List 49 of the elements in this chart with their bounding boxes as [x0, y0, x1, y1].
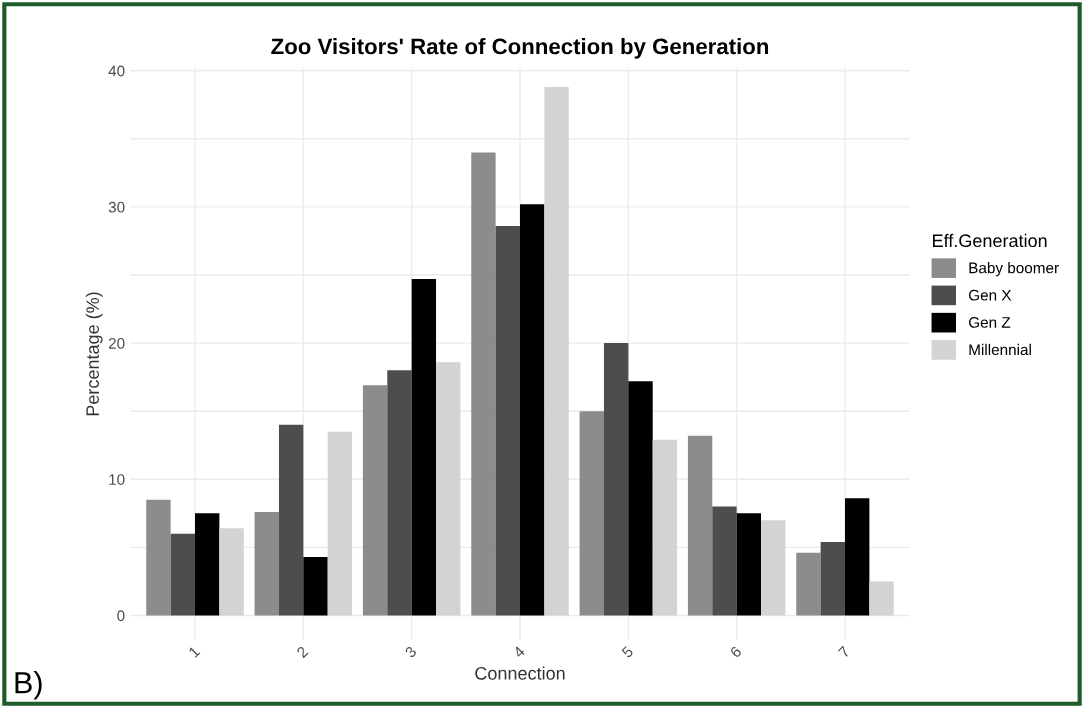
bar — [687, 435, 713, 616]
bar — [845, 498, 870, 616]
x-tick-label: 5 — [621, 645, 634, 659]
x-tick-label: 3 — [404, 645, 418, 659]
legend-label: Gen Z — [968, 317, 1011, 328]
x-tick-label: 7 — [837, 645, 851, 659]
bar — [652, 439, 678, 616]
bar — [603, 343, 629, 616]
bar — [471, 152, 496, 616]
bar — [362, 385, 388, 616]
bar — [820, 541, 845, 616]
bar — [628, 381, 653, 616]
bar — [796, 552, 821, 616]
y-axis-title: Percentage (%) — [85, 292, 103, 416]
bar — [495, 225, 520, 616]
bar — [170, 533, 195, 616]
bar — [219, 528, 244, 616]
y-tick-label: 10 — [109, 474, 125, 485]
y-tick-label: 20 — [108, 337, 125, 349]
bar — [195, 513, 220, 616]
legend-title: Eff.Generation — [933, 233, 1047, 248]
x-tick-label: 6 — [729, 645, 743, 659]
x-tick-label: 1 — [188, 645, 201, 658]
bar — [544, 87, 569, 616]
bar — [146, 499, 171, 616]
bar — [411, 279, 437, 616]
bar — [736, 513, 762, 616]
legend-label: Gen X — [968, 289, 1012, 301]
legend-label: Baby boomer — [969, 262, 1059, 277]
x-axis-title: Connection — [475, 666, 565, 680]
bar — [520, 204, 545, 616]
legend-label: Millennial — [969, 343, 1031, 356]
bar — [436, 362, 461, 616]
x-tick-label: 4 — [512, 645, 526, 659]
bar — [869, 581, 894, 616]
bar — [387, 370, 412, 616]
text: B) — [15, 671, 42, 700]
y-tick-label: 30 — [108, 201, 125, 213]
y-tick-label: 0 — [117, 610, 125, 622]
chart-title: Zoo Visitors' Rate of Connection by Generation — [271, 38, 769, 59]
bar — [712, 506, 737, 616]
bar — [278, 424, 304, 616]
bar — [254, 511, 279, 616]
y-tick-label: 40 — [108, 65, 125, 77]
bar — [327, 431, 353, 616]
x-tick-label: 2 — [296, 645, 309, 659]
bar — [579, 411, 604, 616]
bar — [303, 556, 328, 616]
bar — [761, 520, 786, 616]
